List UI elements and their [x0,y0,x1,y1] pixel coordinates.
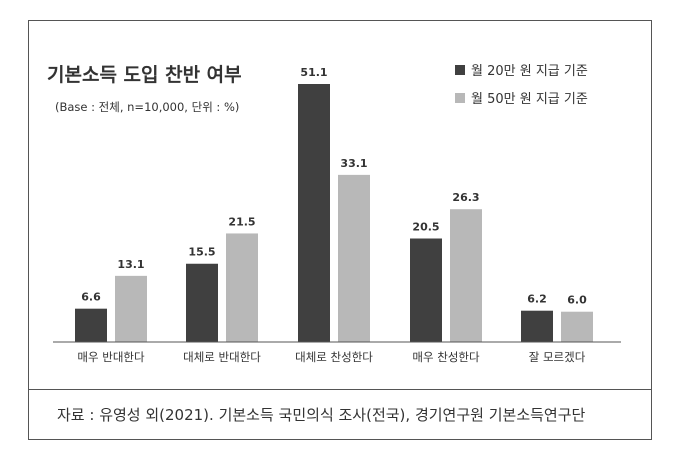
category-label-1: 매우 반대한다 [77,350,145,364]
value-label-series-2-4: 26.3 [452,191,479,204]
bar-series-2-1 [115,275,147,342]
bar-series-2-5 [561,311,593,342]
chart-title: 기본소득 도입 찬반 여부 [47,64,242,86]
value-label-series-1-1: 6.6 [81,291,101,304]
value-label-series-1-3: 51.1 [300,66,327,79]
value-label-series-1-2: 15.5 [188,246,215,259]
value-label-series-2-2: 21.5 [228,215,255,228]
bar-chart: 기본소득 도입 찬반 여부 (Base : 전체, n=10,000, 단위 :… [47,64,621,364]
value-label-series-1-4: 20.5 [412,220,439,233]
value-label-series-2-1: 13.1 [117,258,144,271]
category-label-5: 잘 모르겠다 [529,350,586,364]
bar-series-1-4 [410,238,442,342]
legend-swatch-series-1 [455,65,465,75]
bar-series-2-3 [338,174,370,342]
bar-series-2-4 [450,209,482,342]
chart-frame: 기본소득 도입 찬반 여부 (Base : 전체, n=10,000, 단위 :… [28,20,652,440]
category-label-3: 대체로 찬성한다 [295,350,373,364]
chart-subtitle: (Base : 전체, n=10,000, 단위 : %) [55,100,239,114]
legend-label-series-1: 월 20만 원 지급 기준 [471,64,588,79]
source-divider [29,389,651,390]
plot-area: 6.6 13.1 매우 반대한다 15.5 21.5 대체로 반대한다 51.1 33.1 대체… [53,66,621,364]
category-label-2: 대체로 반대한다 [183,350,261,364]
bar-series-1-3 [298,84,330,342]
value-label-series-1-5: 6.2 [527,293,547,306]
legend-label-series-2: 월 50만 원 지급 기준 [471,92,588,107]
bar-series-1-2 [186,263,218,342]
value-label-series-2-3: 33.1 [340,157,367,170]
source-note: 자료 : 유영성 외(2021). 기본소득 국민의식 조사(전국), 경기연구… [57,406,586,424]
bar-series-1-1 [75,308,107,342]
legend-swatch-series-2 [455,93,465,103]
value-label-series-2-5: 6.0 [567,294,587,307]
bar-series-1-5 [521,310,553,342]
legend: 월 20만 원 지급 기준 월 50만 원 지급 기준 [455,64,588,107]
bar-series-2-2 [226,233,258,342]
category-label-4: 매우 찬성한다 [412,350,480,364]
